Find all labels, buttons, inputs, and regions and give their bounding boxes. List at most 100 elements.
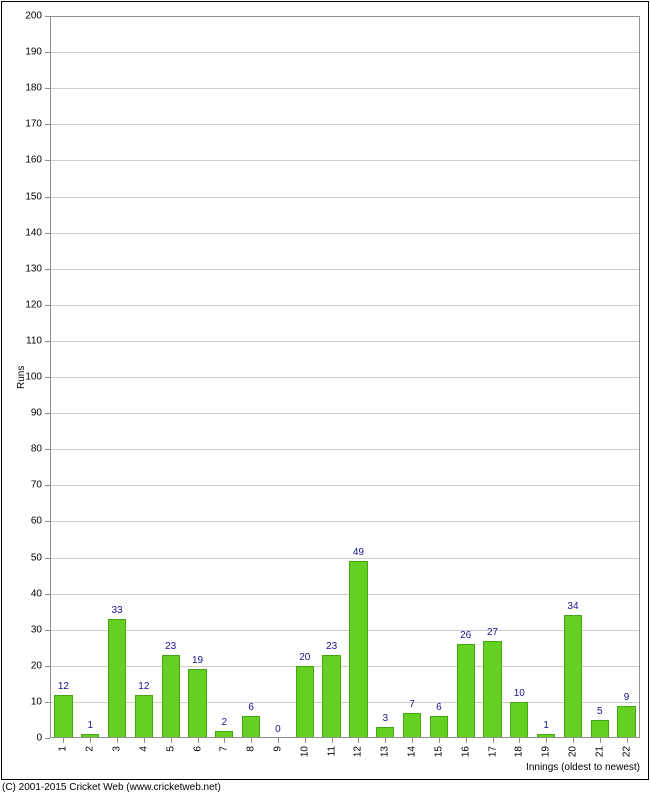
- chart-container: Runs Innings (oldest to newest) (C) 2001…: [0, 0, 650, 800]
- y-tick-label: 100: [25, 372, 42, 383]
- gridline: [50, 666, 640, 667]
- bar-value-label: 19: [192, 655, 203, 666]
- gridline: [50, 52, 640, 53]
- x-tick-label: 12: [353, 746, 364, 757]
- bar: [188, 669, 206, 738]
- gridline: [50, 269, 640, 270]
- bar: [376, 727, 394, 738]
- x-tick-label: 15: [433, 746, 444, 757]
- y-tick-label: 190: [25, 47, 42, 58]
- gridline: [50, 377, 640, 378]
- bar-value-label: 2: [222, 717, 228, 728]
- x-tick-label: 7: [219, 746, 230, 752]
- y-tick-label: 50: [31, 552, 42, 563]
- gridline: [50, 485, 640, 486]
- y-tick-label: 160: [25, 155, 42, 166]
- gridline: [50, 88, 640, 89]
- bar-value-label: 12: [58, 681, 69, 692]
- bar-value-label: 1: [543, 720, 549, 731]
- bar-value-label: 23: [165, 641, 176, 652]
- x-tick-label: 8: [246, 746, 257, 752]
- bar-value-label: 3: [382, 713, 388, 724]
- bar-value-label: 10: [514, 688, 525, 699]
- y-tick-label: 90: [31, 408, 42, 419]
- bar: [537, 734, 555, 738]
- bar: [108, 619, 126, 738]
- x-tick-label: 10: [299, 746, 310, 757]
- x-tick-label: 21: [594, 746, 605, 757]
- x-axis-label: Innings (oldest to newest): [526, 762, 640, 773]
- gridline: [50, 630, 640, 631]
- x-tick-label: 16: [460, 746, 471, 757]
- y-tick-label: 150: [25, 191, 42, 202]
- x-tick-label: 18: [514, 746, 525, 757]
- bar-value-label: 0: [275, 724, 281, 735]
- bar: [349, 561, 367, 738]
- y-tick-label: 170: [25, 119, 42, 130]
- x-tick-label: 19: [541, 746, 552, 757]
- x-tick-label: 4: [138, 746, 149, 752]
- bar-value-label: 23: [326, 641, 337, 652]
- bar: [322, 655, 340, 738]
- bar-value-label: 1: [87, 720, 93, 731]
- x-tick-label: 14: [407, 746, 418, 757]
- bar-value-label: 9: [624, 692, 630, 703]
- x-tick-label: 20: [567, 746, 578, 757]
- copyright-text: (C) 2001-2015 Cricket Web (www.cricketwe…: [2, 782, 221, 793]
- bar: [162, 655, 180, 738]
- x-tick-label: 17: [487, 746, 498, 757]
- bar-value-label: 26: [460, 630, 471, 641]
- bar: [510, 702, 528, 738]
- x-tick-label: 6: [192, 746, 203, 752]
- gridline: [50, 305, 640, 306]
- x-tick-label: 22: [621, 746, 632, 757]
- bar-value-label: 20: [299, 652, 310, 663]
- y-tick-label: 70: [31, 480, 42, 491]
- y-tick-label: 120: [25, 299, 42, 310]
- y-tick-label: 140: [25, 227, 42, 238]
- y-tick-label: 30: [31, 624, 42, 635]
- x-tick-label: 9: [272, 746, 283, 752]
- bar: [457, 644, 475, 738]
- y-tick-label: 80: [31, 444, 42, 455]
- y-tick-label: 0: [36, 733, 42, 744]
- x-tick-label: 2: [85, 746, 96, 752]
- bar: [242, 716, 260, 738]
- y-tick-label: 20: [31, 660, 42, 671]
- x-tick-label: 3: [112, 746, 123, 752]
- gridline: [50, 124, 640, 125]
- bar: [135, 695, 153, 738]
- bar: [81, 734, 99, 738]
- bar-value-label: 33: [111, 605, 122, 616]
- bar-value-label: 6: [436, 702, 442, 713]
- gridline: [50, 341, 640, 342]
- x-tick-label: 13: [380, 746, 391, 757]
- gridline: [50, 449, 640, 450]
- y-tick-label: 60: [31, 516, 42, 527]
- bar: [483, 641, 501, 738]
- gridline: [50, 233, 640, 234]
- bar-value-label: 34: [567, 601, 578, 612]
- bar-value-label: 7: [409, 699, 415, 710]
- gridline: [50, 594, 640, 595]
- bar: [403, 713, 421, 738]
- bar: [215, 731, 233, 738]
- bar-value-label: 27: [487, 627, 498, 638]
- x-tick-label: 5: [165, 746, 176, 752]
- gridline: [50, 160, 640, 161]
- y-tick-label: 40: [31, 588, 42, 599]
- bar-value-label: 12: [138, 681, 149, 692]
- bar: [564, 615, 582, 738]
- y-tick-label: 200: [25, 11, 42, 22]
- x-tick-label: 1: [58, 746, 69, 752]
- y-tick-label: 110: [26, 335, 42, 346]
- plot-area: [50, 16, 640, 738]
- bar: [617, 706, 635, 738]
- bar-value-label: 49: [353, 547, 364, 558]
- bar: [54, 695, 72, 738]
- bar: [591, 720, 609, 738]
- bar-value-label: 5: [597, 706, 603, 717]
- x-tick-label: 11: [326, 746, 337, 756]
- gridline: [50, 413, 640, 414]
- gridline: [50, 521, 640, 522]
